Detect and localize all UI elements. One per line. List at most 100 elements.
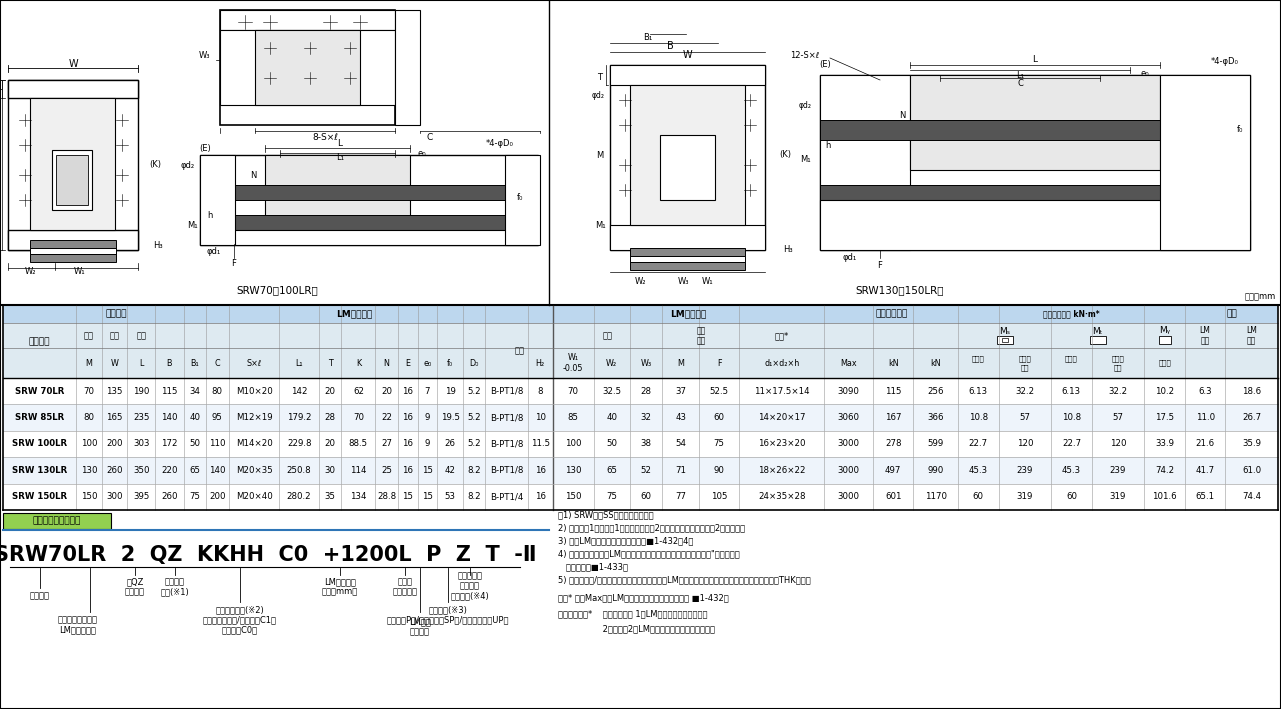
Text: 50: 50	[190, 440, 200, 449]
Text: φd₂: φd₂	[592, 91, 605, 99]
Text: 22.7: 22.7	[1062, 440, 1081, 449]
Text: 10.2: 10.2	[1155, 386, 1175, 396]
Text: 3060: 3060	[838, 413, 860, 422]
Text: 1170: 1170	[925, 492, 947, 501]
Text: W₃: W₃	[199, 52, 210, 60]
Text: Mᵧ: Mᵧ	[1159, 327, 1170, 335]
Text: 静态容许力矩 kN·m*: 静态容许力矩 kN·m*	[1043, 310, 1100, 318]
Text: SRW70LR  2  QZ  KKHH  C0  +1200L  P  Z  T  -Ⅱ: SRW70LR 2 QZ KKHH C0 +1200L P Z T -Ⅱ	[0, 545, 537, 565]
Text: B: B	[666, 41, 674, 51]
Text: 105: 105	[711, 492, 728, 501]
Text: 双滑块: 双滑块	[1018, 355, 1031, 362]
Text: 100: 100	[565, 440, 582, 449]
Text: 75: 75	[606, 492, 617, 501]
Text: 90: 90	[714, 466, 725, 475]
Circle shape	[354, 15, 366, 29]
Text: 150: 150	[565, 492, 582, 501]
Text: M12×19: M12×19	[236, 413, 273, 422]
Text: B-PT1/8: B-PT1/8	[489, 466, 523, 475]
Text: C: C	[214, 359, 220, 367]
Text: 35: 35	[324, 492, 336, 501]
Text: 120: 120	[1017, 440, 1032, 449]
Text: 115: 115	[885, 386, 902, 396]
Text: 32.2: 32.2	[1016, 386, 1035, 396]
Text: 70: 70	[83, 386, 95, 396]
Circle shape	[345, 42, 356, 54]
Bar	[200, 185, 538, 200]
Text: 366: 366	[927, 413, 944, 422]
Text: 16: 16	[534, 466, 546, 475]
Text: 497: 497	[885, 466, 902, 475]
Text: 7: 7	[425, 386, 430, 396]
Text: f₀: f₀	[447, 359, 453, 367]
Text: 599: 599	[927, 440, 944, 449]
Text: (K): (K)	[149, 160, 161, 169]
Bar	[3, 404, 1278, 431]
Text: W₁: W₁	[702, 277, 714, 286]
Bar	[3, 431, 1278, 457]
Text: h: h	[825, 140, 830, 150]
Bar	[0, 0, 1281, 305]
Text: 74.4: 74.4	[1243, 492, 1262, 501]
Bar	[200, 155, 234, 245]
Bar	[1161, 75, 1250, 250]
Text: 85: 85	[567, 413, 579, 422]
Text: 43: 43	[675, 413, 687, 422]
Text: φd₂: φd₂	[181, 160, 195, 169]
Text: 130: 130	[81, 466, 97, 475]
Text: φd₁: φd₁	[206, 247, 222, 257]
Text: 质量: 质量	[1226, 310, 1236, 318]
Text: (K): (K)	[779, 150, 790, 160]
Text: 15: 15	[421, 492, 433, 501]
Text: S×ℓ: S×ℓ	[246, 359, 261, 367]
Text: 径向间隙标记(※2): 径向间隙标记(※2)	[215, 605, 264, 615]
Text: 10.8: 10.8	[1062, 413, 1081, 422]
Bar	[630, 85, 746, 225]
Text: 134: 134	[350, 492, 366, 501]
Text: 200: 200	[209, 492, 225, 501]
Text: 22.7: 22.7	[968, 440, 988, 449]
Text: 16: 16	[402, 386, 414, 396]
Text: H₂: H₂	[535, 359, 544, 367]
Text: 9: 9	[425, 440, 430, 449]
Circle shape	[19, 169, 31, 181]
Text: 260: 260	[161, 492, 178, 501]
Text: 孔距: 孔距	[696, 337, 706, 345]
Text: 70: 70	[567, 386, 579, 396]
Bar	[265, 155, 410, 230]
Text: H₃: H₃	[783, 245, 793, 255]
Bar	[8, 230, 138, 250]
Text: (E): (E)	[819, 60, 831, 69]
Text: C: C	[427, 133, 433, 143]
Text: 滑块: 滑块	[1200, 337, 1209, 345]
Text: SRW 85LR: SRW 85LR	[15, 413, 64, 422]
Text: 单位：mm: 单位：mm	[1245, 293, 1276, 301]
Text: 宽度: 宽度	[109, 331, 119, 340]
Text: 同一轨道上使用的: 同一轨道上使用的	[58, 615, 99, 625]
Bar	[1158, 336, 1171, 344]
Text: 22: 22	[380, 413, 392, 422]
Text: 990: 990	[927, 466, 944, 475]
Text: 6.3: 6.3	[1198, 386, 1212, 396]
Bar	[3, 378, 1278, 404]
Text: (E): (E)	[199, 143, 211, 152]
Text: 28: 28	[324, 413, 336, 422]
Text: 16: 16	[402, 413, 414, 422]
Text: 高度: 高度	[85, 331, 94, 340]
Text: 32.5: 32.5	[602, 386, 621, 396]
Bar	[820, 185, 1250, 205]
Text: 11×17.5×14: 11×17.5×14	[755, 386, 810, 396]
Bar	[610, 225, 765, 250]
Text: W₃: W₃	[678, 277, 689, 286]
Text: 5.2: 5.2	[468, 413, 480, 422]
Text: （单位mm）: （单位mm）	[322, 588, 359, 596]
Text: 53: 53	[445, 492, 456, 501]
Text: *4-φD₀: *4-φD₀	[1211, 57, 1239, 67]
Text: 54: 54	[675, 440, 687, 449]
Text: 200: 200	[106, 440, 123, 449]
Text: W₃: W₃	[640, 359, 652, 367]
Text: 4) 为了避免异物进入LM滑块内部，上面潜滑孔和侧面油嘴用孔口"并未钒通。: 4) 为了避免异物进入LM滑块内部，上面潜滑孔和侧面油嘴用孔口"并未钒通。	[559, 549, 739, 559]
Text: M14×20: M14×20	[236, 440, 273, 449]
Text: 外形尺寸: 外形尺寸	[105, 310, 127, 318]
Text: 37: 37	[675, 386, 687, 396]
